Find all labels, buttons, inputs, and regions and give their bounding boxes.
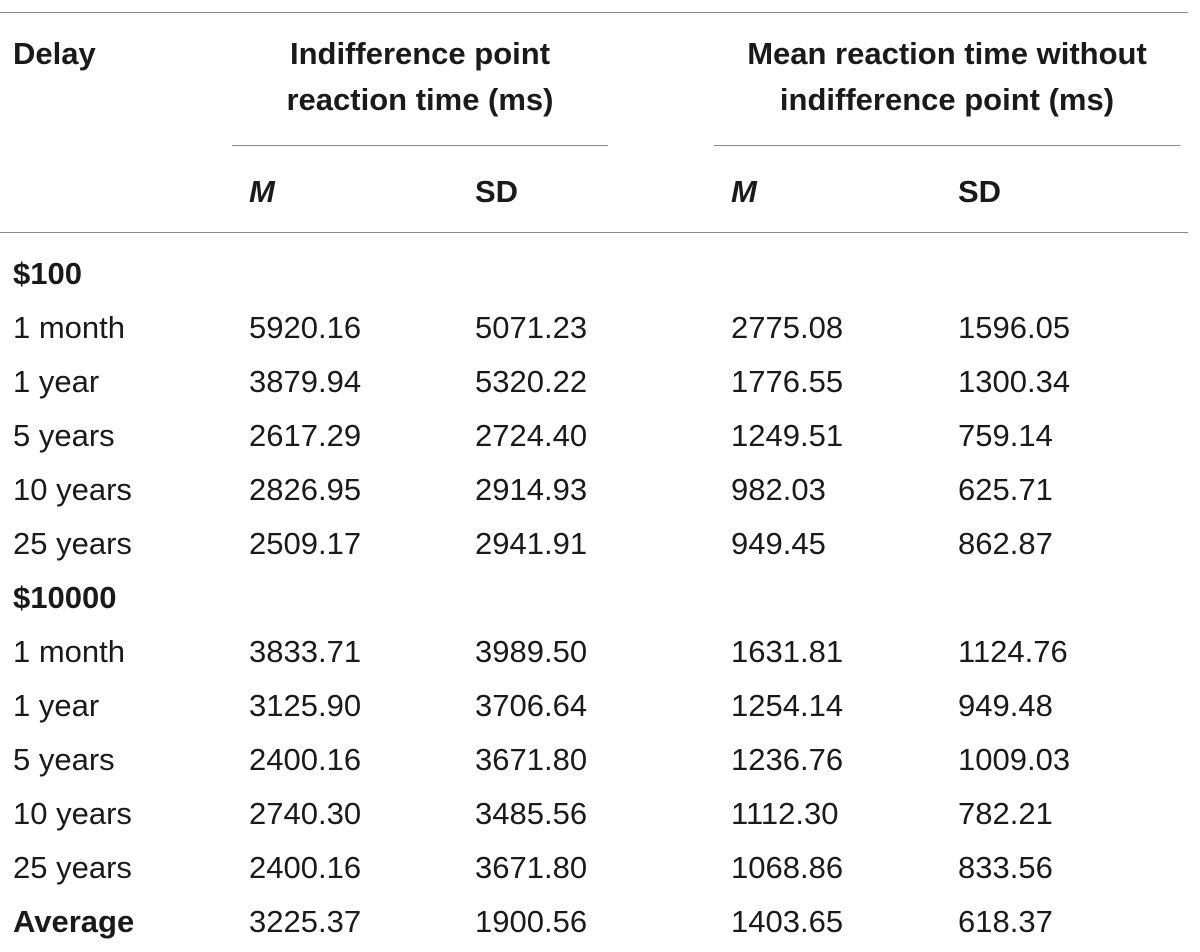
delay-label: 1 month	[13, 310, 126, 345]
cell-mean-m: 1631.81	[731, 634, 844, 669]
cell-mean-sd: 618.37	[958, 904, 1053, 939]
cell-indifference-m: 2826.95	[249, 472, 362, 507]
cell-mean-m: 1112.30	[731, 796, 839, 831]
cell-mean-m: 1254.14	[731, 688, 844, 723]
cell-indifference-m: 2400.16	[249, 742, 362, 777]
cell-mean-sd: 782.21	[958, 796, 1053, 831]
cell-mean-m: 949.45	[731, 526, 826, 561]
cell-indifference-sd: 3671.80	[475, 742, 588, 777]
cell-indifference-m: 3125.90	[249, 688, 362, 723]
cell-indifference-sd: 3485.56	[475, 796, 588, 831]
delay-label: 25 years	[13, 850, 132, 885]
cell-mean-sd: 1596.05	[958, 310, 1071, 345]
cell-indifference-m: 2740.30	[249, 796, 362, 831]
header-group-mean-without-line2: indifference point (ms)	[779, 82, 1115, 117]
subheader-m-indifference: M	[249, 174, 275, 209]
cell-indifference-sd: 1900.56	[475, 904, 588, 939]
cell-mean-sd: 625.71	[958, 472, 1053, 507]
cell-mean-sd: 759.14	[958, 418, 1053, 453]
header-group-indifference-line2: reaction time (ms)	[286, 82, 554, 117]
section-label: $10000	[13, 580, 117, 615]
top-rule	[0, 12, 1188, 13]
header-delay: Delay	[13, 36, 96, 71]
cell-indifference-sd: 5071.23	[475, 310, 588, 345]
cell-mean-m: 1776.55	[731, 364, 844, 399]
cell-mean-sd: 1124.76	[958, 634, 1068, 669]
subheader-m-mean: M	[731, 174, 757, 209]
group1-underline	[232, 145, 608, 146]
cell-indifference-m: 2509.17	[249, 526, 362, 561]
subheader-sd-indifference: SD	[475, 174, 519, 209]
header-group-mean-without-line1: Mean reaction time without	[747, 36, 1147, 71]
delay-label: 10 years	[13, 472, 132, 507]
header-group-indifference: Indifference point reaction time (ms)	[232, 31, 608, 123]
cell-indifference-sd: 3989.50	[475, 634, 588, 669]
cell-mean-m: 2775.08	[731, 310, 844, 345]
cell-indifference-sd: 2724.40	[475, 418, 588, 453]
delay-label: 1 month	[13, 634, 126, 669]
header-group-mean-without: Mean reaction time without indifference …	[714, 31, 1180, 123]
cell-indifference-m: 3225.37	[249, 904, 362, 939]
cell-indifference-m: 5920.16	[249, 310, 362, 345]
cell-mean-m: 1249.51	[731, 418, 844, 453]
cell-indifference-m: 3833.71	[249, 634, 362, 669]
cell-indifference-m: 2400.16	[249, 850, 362, 885]
cell-indifference-sd: 5320.22	[475, 364, 588, 399]
cell-mean-m: 982.03	[731, 472, 826, 507]
delay-label: 1 year	[13, 688, 100, 723]
cell-indifference-m: 3879.94	[249, 364, 362, 399]
section-label: $100	[13, 256, 82, 291]
delay-label: 5 years	[13, 742, 115, 777]
delay-label: 10 years	[13, 796, 132, 831]
cell-mean-sd: 1009.03	[958, 742, 1071, 777]
cell-indifference-sd: 2914.93	[475, 472, 588, 507]
group2-underline	[714, 145, 1180, 146]
cell-mean-m: 1403.65	[731, 904, 844, 939]
cell-mean-m: 1068.86	[731, 850, 844, 885]
subheader-sd-mean: SD	[958, 174, 1002, 209]
cell-mean-sd: 862.87	[958, 526, 1053, 561]
cell-indifference-m: 2617.29	[249, 418, 362, 453]
delay-label: 5 years	[13, 418, 115, 453]
header-bottom-rule	[0, 232, 1188, 233]
cell-mean-sd: 1300.34	[958, 364, 1071, 399]
cell-mean-sd: 949.48	[958, 688, 1053, 723]
cell-indifference-sd: 3706.64	[475, 688, 588, 723]
cell-mean-sd: 833.56	[958, 850, 1053, 885]
cell-indifference-sd: 3671.80	[475, 850, 588, 885]
header-group-indifference-line1: Indifference point	[289, 36, 551, 71]
delay-label: 25 years	[13, 526, 132, 561]
cell-mean-m: 1236.76	[731, 742, 844, 777]
delay-label: 1 year	[13, 364, 100, 399]
cell-indifference-sd: 2941.91	[475, 526, 588, 561]
average-label: Average	[13, 904, 135, 939]
